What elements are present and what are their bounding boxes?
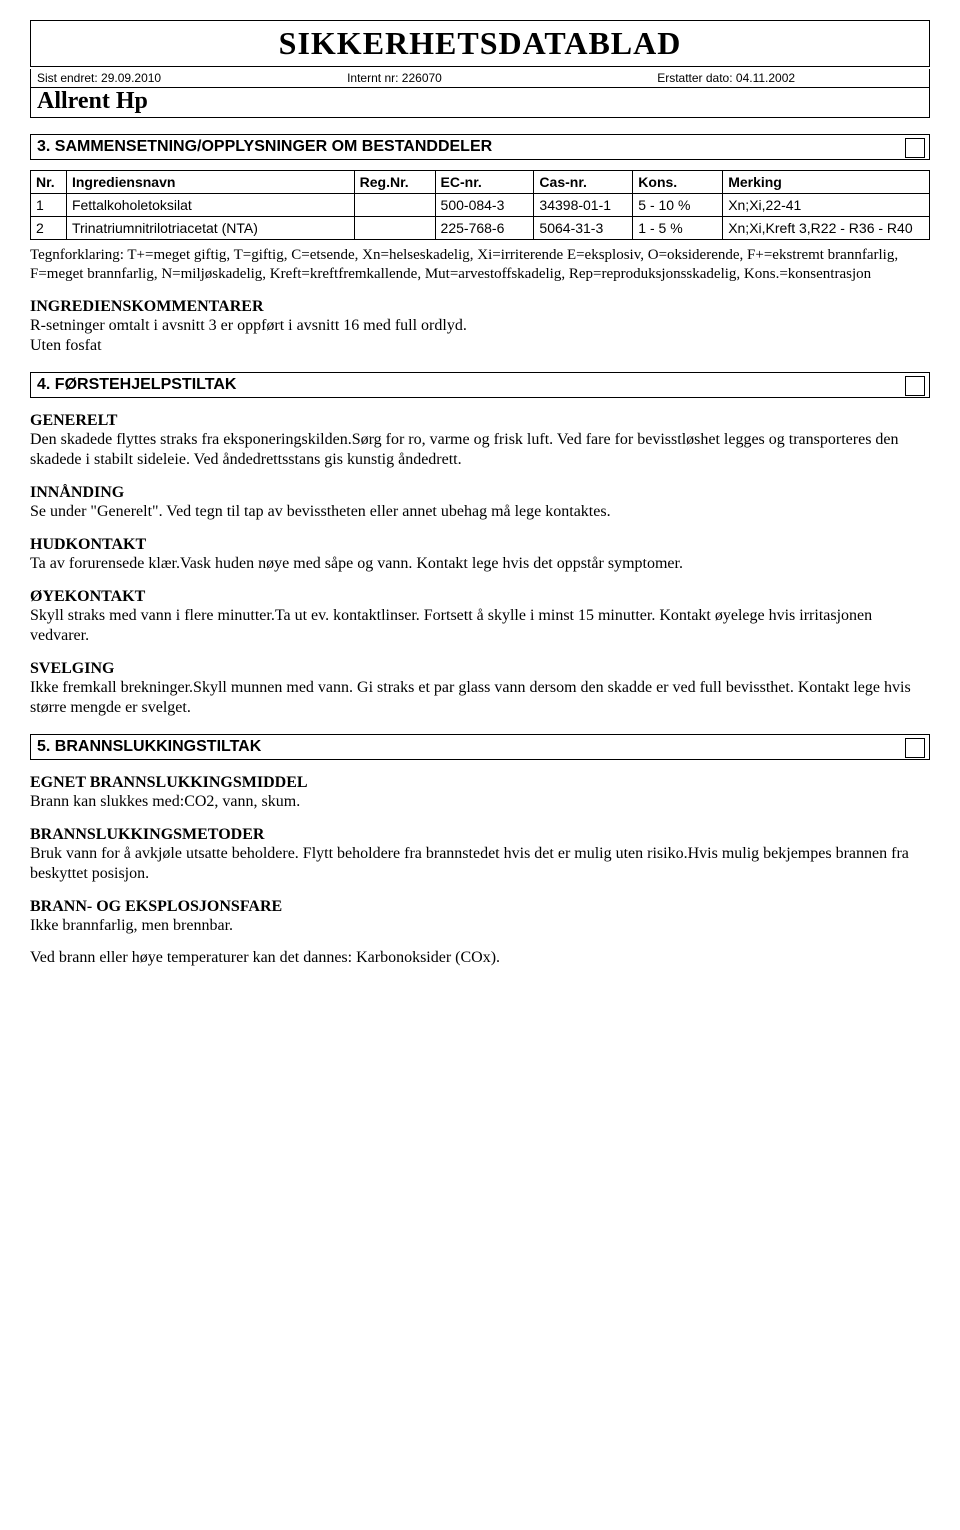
product-name: Allrent Hp — [37, 88, 923, 115]
section-5-checkbox — [905, 738, 925, 758]
generelt-text: Den skadede flyttes straks fra eksponeri… — [30, 430, 930, 470]
section-4-checkbox — [905, 376, 925, 396]
section-3-title: 3. SAMMENSETNING/OPPLYSNINGER OM BESTAND… — [37, 138, 492, 155]
meta-row: Sist endret: 29.09.2010 Internt nr: 2260… — [30, 69, 930, 88]
title-box: SIKKERHETSDATABLAD — [30, 20, 930, 67]
meta-internal: Internt nr: 226070 — [347, 71, 657, 85]
document-title: SIKKERHETSDATABLAD — [31, 25, 929, 62]
ingredients-table: Nr. Ingrediensnavn Reg.Nr. EC-nr. Cas-nr… — [30, 170, 930, 240]
hud-text: Ta av forurensede klær.Vask huden nøye m… — [30, 554, 930, 574]
col-merk: Merking — [723, 171, 930, 194]
col-cas: Cas-nr. — [534, 171, 633, 194]
col-ec: EC-nr. — [435, 171, 534, 194]
oye-text: Skyll straks med vann i flere minutter.T… — [30, 606, 930, 646]
legend-text: Tegnforklaring: T+=meget giftig, T=gifti… — [30, 246, 930, 284]
ingredient-comments-head: INGREDIENSKOMMENTARER — [30, 298, 930, 316]
section-4-title: 4. FØRSTEHJELPSTILTAK — [37, 376, 236, 393]
section-4-bar: 4. FØRSTEHJELPSTILTAK — [30, 372, 930, 398]
metoder-head: BRANNSLUKKINGSMETODER — [30, 826, 930, 844]
oye-head: ØYEKONTAKT — [30, 588, 930, 606]
table-header-row: Nr. Ingrediensnavn Reg.Nr. EC-nr. Cas-nr… — [31, 171, 930, 194]
ingredient-comments-l2: Uten fosfat — [30, 336, 930, 356]
hud-head: HUDKONTAKT — [30, 536, 930, 554]
table-row: 1 Fettalkoholetoksilat 500-084-3 34398-0… — [31, 194, 930, 217]
fare-head: BRANN- OG EKSPLOSJONSFARE — [30, 898, 930, 916]
innanding-text: Se under "Generelt". Ved tegn til tap av… — [30, 502, 930, 522]
meta-last-changed: Sist endret: 29.09.2010 — [37, 71, 347, 85]
product-row: Allrent Hp — [30, 88, 930, 118]
fare-text: Ikke brannfarlig, men brennbar. — [30, 916, 930, 936]
table-row: 2 Trinatriumnitrilotriacetat (NTA) 225-7… — [31, 217, 930, 240]
section-3-bar: 3. SAMMENSETNING/OPPLYSNINGER OM BESTAND… — [30, 134, 930, 160]
col-name: Ingrediensnavn — [66, 171, 354, 194]
section-5-bar: 5. BRANNSLUKKINGSTILTAK — [30, 734, 930, 760]
innanding-head: INNÅNDING — [30, 484, 930, 502]
fare-text-2: Ved brann eller høye temperaturer kan de… — [30, 948, 930, 968]
generelt-head: GENERELT — [30, 412, 930, 430]
col-reg: Reg.Nr. — [354, 171, 435, 194]
section-3-checkbox — [905, 138, 925, 158]
egnet-text: Brann kan slukkes med:CO2, vann, skum. — [30, 792, 930, 812]
egnet-head: EGNET BRANNSLUKKINGSMIDDEL — [30, 774, 930, 792]
col-nr: Nr. — [31, 171, 67, 194]
ingredient-comments-l1: R-setninger omtalt i avsnitt 3 er oppfør… — [30, 316, 930, 336]
meta-replaces: Erstatter dato: 04.11.2002 — [657, 71, 923, 85]
svelg-head: SVELGING — [30, 660, 930, 678]
svelg-text: Ikke fremkall brekninger.Skyll munnen me… — [30, 678, 930, 718]
section-5-title: 5. BRANNSLUKKINGSTILTAK — [37, 738, 261, 755]
col-kons: Kons. — [633, 171, 723, 194]
metoder-text: Bruk vann for å avkjøle utsatte beholder… — [30, 844, 930, 884]
